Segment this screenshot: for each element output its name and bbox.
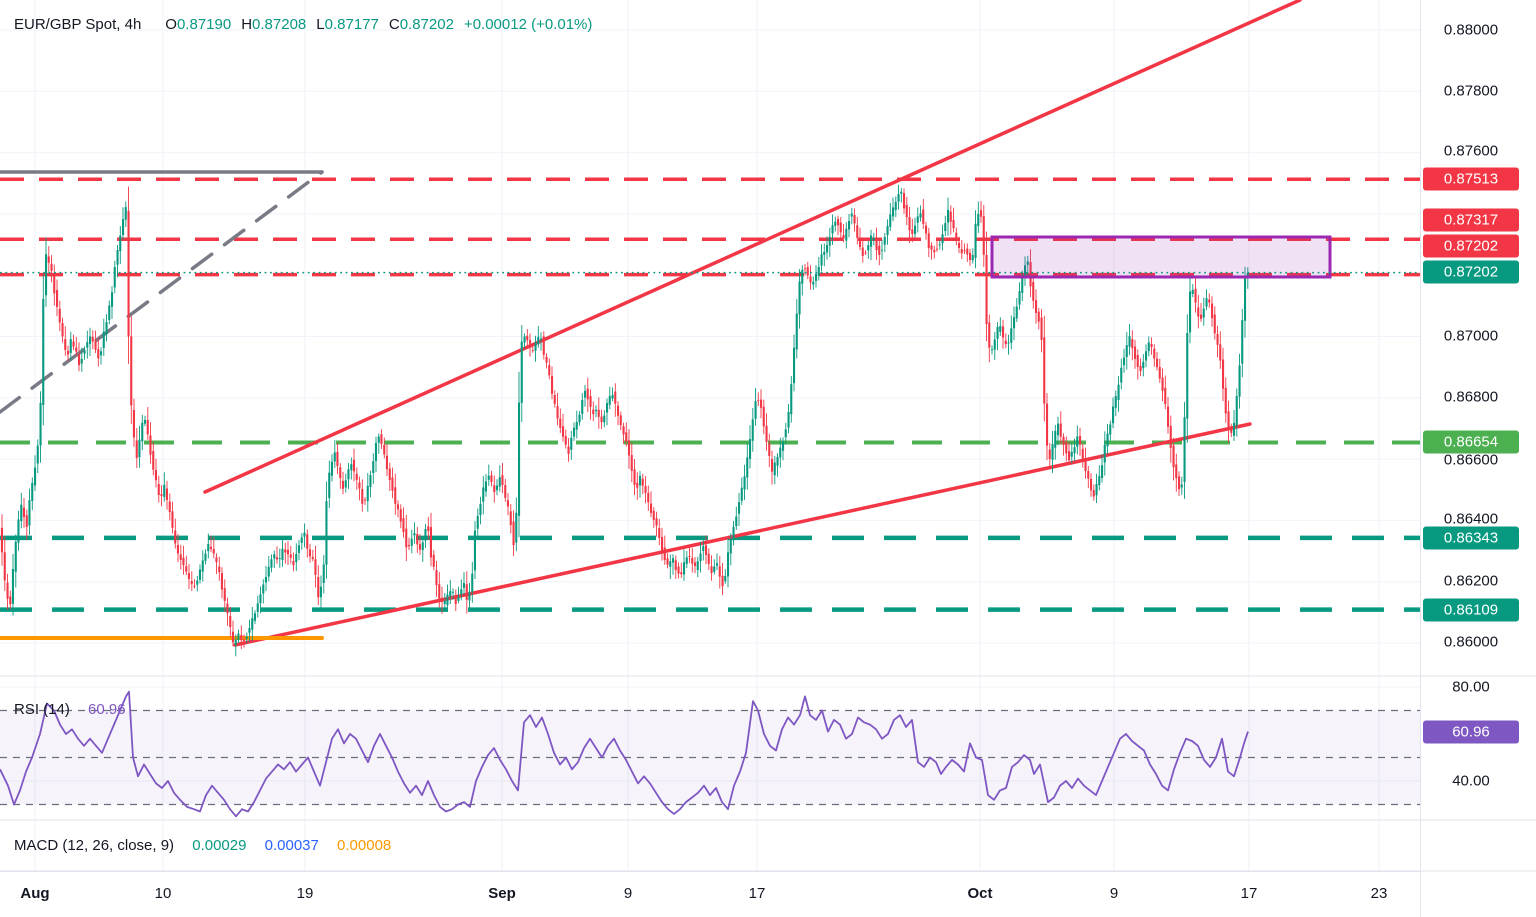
price-axis-label: 0.86400	[1443, 510, 1499, 528]
open-value: 0.87190	[176, 16, 232, 33]
time-axis-label: 17	[748, 885, 766, 902]
price-axis-label: 0.87600	[1443, 142, 1499, 160]
time-axis-label: 9	[623, 885, 633, 902]
price-level-badge: 0.86343	[1423, 526, 1519, 550]
low-value: 0.87177	[324, 16, 379, 33]
macd-value-macd: 0.00029	[192, 837, 247, 854]
price-axis-label: 0.86800	[1443, 388, 1499, 406]
price-level-badge: 0.87317	[1423, 208, 1519, 232]
macd-value-signal: 0.00037	[264, 837, 319, 854]
price-level-badge: 0.87202	[1423, 260, 1519, 284]
time-axis-label: 23	[1370, 885, 1388, 902]
close-value: 0.87202	[399, 16, 454, 33]
time-axis-label: 10	[154, 885, 172, 902]
high-value: 0.87208	[252, 16, 307, 33]
rsi-title: RSI (14)	[14, 701, 70, 718]
macd-title: MACD (12, 26, close, 9)	[14, 837, 175, 854]
price-axis-label: 0.87800	[1443, 82, 1499, 100]
time-axis[interactable]: Aug 10 19 Sep 9 17 Oct 9 17 23	[0, 871, 1420, 917]
price-axis-label: 0.86000	[1443, 633, 1499, 651]
price-axis-label: 0.86600	[1443, 451, 1499, 469]
macd-value-histogram: 0.00008	[337, 837, 392, 854]
price-axis-label: 0.88000	[1443, 21, 1499, 39]
time-axis-label: Aug	[20, 885, 50, 902]
close-label: C	[388, 16, 400, 33]
time-axis-label: 9	[1109, 885, 1119, 902]
change-value: +0.00012 (+0.01%)	[463, 16, 593, 33]
price-axis-label: 0.87000	[1443, 327, 1499, 345]
open-label: O	[165, 16, 177, 33]
time-axis-label: 19	[296, 885, 314, 902]
price-level-badge: 0.87513	[1423, 167, 1519, 191]
symbol-title[interactable]: EUR/GBP Spot, 4h	[14, 16, 142, 33]
price-level-badge: 0.86109	[1423, 598, 1519, 622]
rsi-legend[interactable]: RSI (14) 60.96	[14, 701, 126, 718]
time-axis-label: Sep	[488, 885, 516, 902]
macd-legend[interactable]: MACD (12, 26, close, 9) 0.00029 0.00037 …	[14, 837, 391, 854]
price-axis-label: 40.00	[1452, 772, 1490, 790]
price-axis-label: 0.86200	[1443, 572, 1499, 590]
price-level-badge: 0.87202	[1423, 234, 1519, 258]
chart-legend[interactable]: EUR/GBP Spot, 4h O0.87190 H0.87208 L0.87177…	[14, 16, 592, 33]
low-label: L	[316, 16, 325, 33]
rsi-value: 60.96	[88, 701, 126, 718]
price-axis-label: 80.00	[1452, 678, 1490, 696]
high-label: H	[241, 16, 253, 33]
time-axis-label: Oct	[967, 885, 993, 902]
price-level-badge: 0.86654	[1423, 430, 1519, 454]
time-axis-label: 17	[1240, 885, 1258, 902]
price-axis[interactable]: 0.88000 0.87800 0.87600 0.87000 0.86800 0.866…	[1420, 0, 1536, 917]
price-level-badge: 60.96	[1423, 720, 1519, 744]
